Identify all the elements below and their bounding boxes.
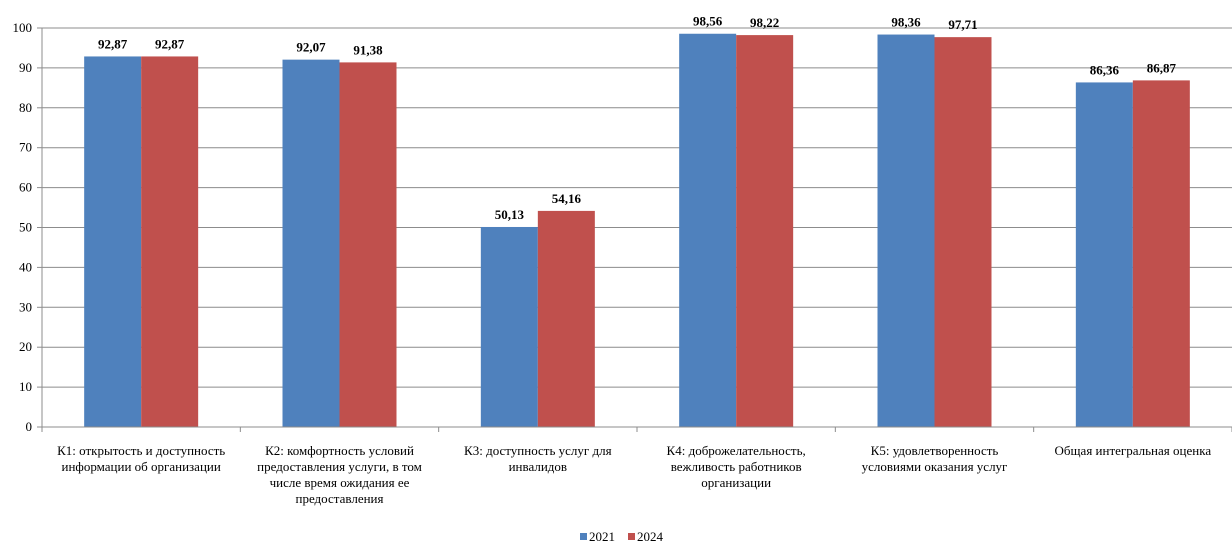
bar-2024 [141, 56, 199, 427]
bar-2024 [339, 62, 397, 427]
category-label-line: условиями оказания услуг [862, 459, 1008, 474]
legend-swatch-2024 [628, 533, 635, 540]
y-tick-label: 40 [19, 259, 32, 274]
data-label: 54,16 [552, 191, 582, 206]
category-label-line: К5: удовлетворенность [871, 443, 999, 458]
bar-2024 [934, 37, 992, 428]
bar-2021 [679, 33, 737, 427]
data-label: 98,36 [891, 15, 921, 30]
data-label: 98,56 [693, 14, 723, 29]
y-tick-label: 10 [19, 379, 32, 394]
bars [84, 33, 1190, 428]
y-tick-labels: 0 10 20 30 40 50 60 70 80 90 100 [13, 20, 33, 434]
category-label-line: информации об организации [62, 459, 221, 474]
bar-2024 [736, 35, 794, 427]
category-label-line: вежливость работников [671, 459, 802, 474]
data-label: 92,87 [155, 36, 185, 51]
bar-2021 [480, 226, 538, 427]
y-tick-label: 50 [19, 220, 32, 235]
bar-2024 [1132, 80, 1190, 427]
bar-2021 [1075, 82, 1133, 428]
legend: 2021 2024 [580, 529, 664, 544]
y-tick-label: 0 [26, 419, 33, 434]
legend-swatch-2021 [580, 533, 587, 540]
data-label: 97,71 [948, 17, 977, 32]
category-label-line: К2: комфортность условий [265, 443, 414, 458]
data-label: 50,13 [495, 207, 525, 222]
axes [41, 28, 1232, 432]
y-tick-label: 30 [19, 299, 32, 314]
data-label: 92,07 [296, 40, 326, 55]
category-label: К4: доброжелательность,вежливость работн… [667, 443, 806, 490]
y-tick-label: 20 [19, 339, 32, 354]
legend-label: 2021 [589, 529, 615, 544]
data-labels: 92,87 92,87 92,07 91,38 50,13 54,16 98,56 98,22… [98, 14, 1176, 222]
category-label-line: предоставления услуги, в том [257, 459, 422, 474]
category-label-line: предоставления [296, 491, 384, 506]
data-label: 86,36 [1090, 62, 1120, 77]
y-tick-label: 90 [19, 60, 32, 75]
y-tick-label: 100 [13, 20, 33, 35]
category-label-line: К3: доступность услуг для [464, 443, 612, 458]
bar-2021 [282, 59, 340, 428]
category-label-line: Общая интегральная оценка [1055, 443, 1212, 458]
data-label: 98,22 [750, 15, 779, 30]
bar-2021 [877, 34, 935, 427]
category-label-line: инвалидов [509, 459, 567, 474]
data-label: 92,87 [98, 36, 128, 51]
y-tick-label: 70 [19, 140, 32, 155]
y-tick-label: 80 [19, 100, 32, 115]
bar-2021 [84, 56, 142, 427]
category-label: Общая интегральная оценка [1055, 443, 1212, 458]
category-label-line: числе время ожидания ее [270, 475, 410, 490]
bar-2024 [537, 210, 595, 427]
category-label-line: организации [701, 475, 771, 490]
category-label-line: К1: открытость и доступность [57, 443, 225, 458]
y-tick-label: 60 [19, 180, 32, 195]
legend-label: 2024 [637, 529, 664, 544]
data-label: 91,38 [353, 42, 383, 57]
data-label: 86,87 [1147, 60, 1177, 75]
category-label-line: К4: доброжелательность, [667, 443, 806, 458]
gridlines [37, 27, 1232, 428]
